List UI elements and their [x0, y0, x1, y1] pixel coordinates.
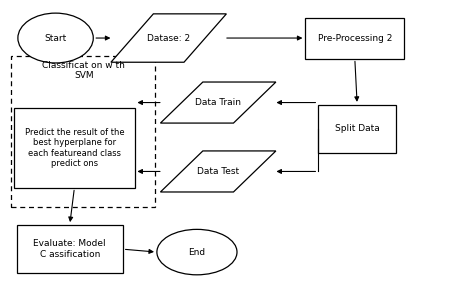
Text: Classificat on w th
SVM: Classificat on w th SVM [42, 61, 125, 80]
Polygon shape [160, 82, 276, 123]
Text: Pre-Processing 2: Pre-Processing 2 [318, 33, 392, 43]
Text: Datase: 2: Datase: 2 [147, 33, 190, 43]
Text: Data Test: Data Test [197, 167, 239, 176]
Text: Evaluate: Model
C assification: Evaluate: Model C assification [33, 239, 106, 259]
Bar [318, 105, 396, 153]
Ellipse shape [18, 13, 93, 63]
Bar [11, 56, 155, 207]
Text: Start: Start [45, 33, 67, 43]
Text: End: End [188, 247, 206, 257]
Bar [17, 225, 123, 273]
Text: Predict the result of the
best hyperplane for
each featureand class
predict ons: Predict the result of the best hyperplan… [25, 128, 124, 168]
Polygon shape [160, 151, 276, 192]
Bar [305, 17, 404, 59]
Bar [14, 108, 135, 188]
Ellipse shape [157, 229, 237, 275]
Text: Split Data: Split Data [335, 124, 380, 133]
Polygon shape [111, 14, 227, 62]
Text: Data Train: Data Train [195, 98, 241, 107]
